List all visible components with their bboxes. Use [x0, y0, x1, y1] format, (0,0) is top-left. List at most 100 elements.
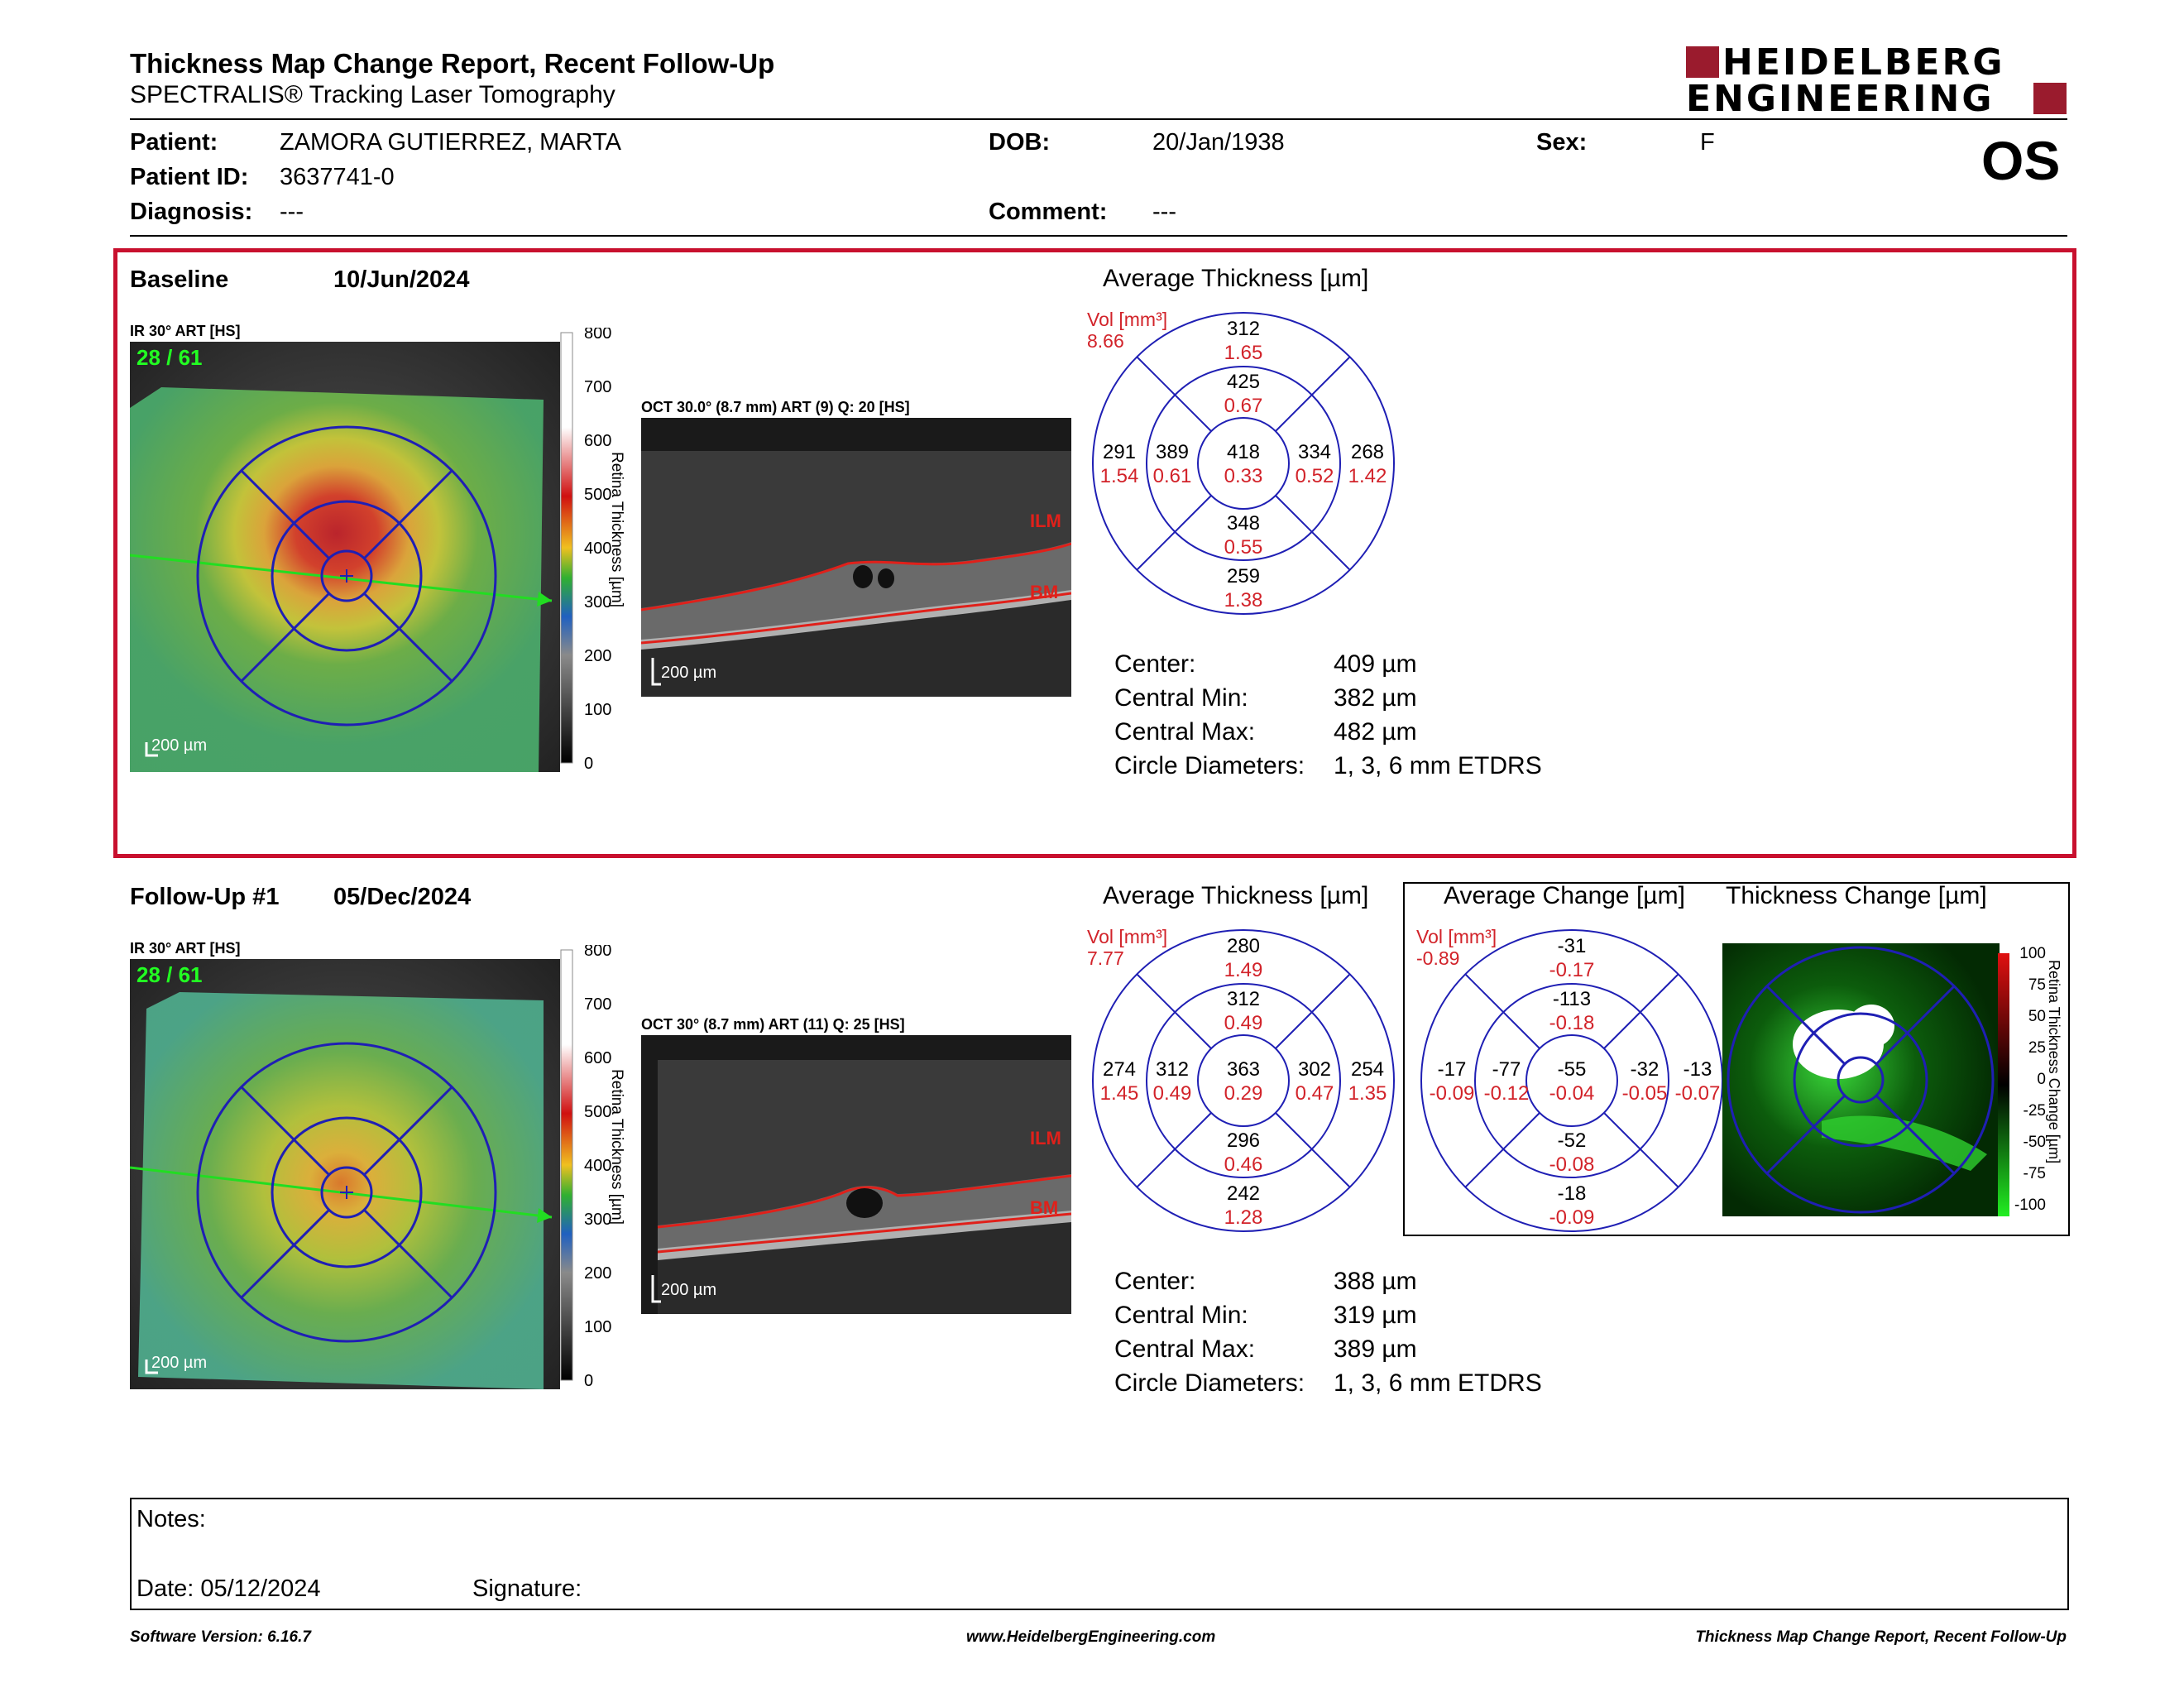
- dob-label: DOB:: [989, 129, 1051, 156]
- cbar-tick: 0: [584, 1372, 593, 1390]
- followup-circle-value: 1, 3, 6 mm ETDRS: [1334, 1369, 1542, 1397]
- followup-ir-label: IR 30° ART [HS]: [130, 940, 241, 957]
- cbar-tick: 800: [584, 945, 611, 960]
- patient-id-label: Patient ID:: [130, 164, 249, 190]
- cbar-tick: 0: [584, 755, 593, 773]
- sector-inner-left-thickness: 389: [1156, 441, 1189, 463]
- baseline-oct-scan: ILM BM 200 µm: [641, 418, 1071, 697]
- sector-outer-right-thickness: 254: [1351, 1058, 1384, 1081]
- sector-inner-bottom-volume: 0.55: [1224, 536, 1263, 559]
- change-outer-bottom-thickness: -18: [1558, 1182, 1587, 1205]
- report-subtitle: SPECTRALIS® Tracking Laser Tomography: [130, 81, 615, 108]
- sector-inner-bottom-thickness: 296: [1227, 1129, 1260, 1152]
- tc-tick: -50: [2024, 1134, 2046, 1151]
- sector-outer-top-volume: 1.49: [1224, 959, 1263, 981]
- followup-vol-label: Vol [mm³]: [1087, 926, 1167, 947]
- baseline-circle-value: 1, 3, 6 mm ETDRS: [1334, 752, 1542, 779]
- cbar-tick: 500: [584, 1103, 611, 1121]
- sector-outer-bottom-thickness: 242: [1227, 1182, 1260, 1205]
- cbar-tick: 500: [584, 486, 611, 504]
- tc-tick: 100: [2019, 945, 2046, 962]
- patient-divider: [130, 235, 2067, 237]
- baseline-max-value: 482 µm: [1334, 718, 1417, 746]
- footer-website: www.HeidelbergEngineering.com: [966, 1628, 1216, 1646]
- sex-value: F: [1700, 129, 1715, 156]
- diagnosis-value: ---: [280, 199, 304, 225]
- tc-tick: 25: [2028, 1039, 2046, 1057]
- baseline-vol-label: Vol [mm³]: [1087, 309, 1167, 330]
- tc-tick: -25: [2024, 1102, 2046, 1120]
- followup-vol-value: 7.77: [1087, 947, 1124, 969]
- tc-tick: 0: [2037, 1071, 2046, 1088]
- change-outer-right-thickness: -13: [1684, 1058, 1712, 1081]
- sector-center-volume: 0.29: [1224, 1082, 1263, 1105]
- baseline-oct-scalebar: 200 µm: [661, 664, 716, 682]
- cbar-tick: 100: [584, 1318, 611, 1336]
- baseline-vol-value: 8.66: [1087, 330, 1124, 352]
- notes-label: Notes:: [136, 1506, 206, 1532]
- change-outer-bottom-volume: -0.09: [1549, 1206, 1595, 1229]
- followup-center-value: 388 µm: [1334, 1268, 1417, 1295]
- followup-date: 05/Dec/2024: [333, 884, 472, 910]
- logo-square-top: [1686, 46, 1719, 78]
- baseline-oct-label: OCT 30.0° (8.7 mm) ART (9) Q: 20 [HS]: [641, 399, 910, 415]
- sector-outer-left-volume: 1.45: [1100, 1082, 1139, 1105]
- followup-max-label: Central Max:: [1114, 1336, 1256, 1363]
- followup-scalebar-label: 200 µm: [151, 1354, 207, 1372]
- baseline-colorbar: 800 700 600 500 400 300 200 100 0 Retina…: [560, 328, 625, 773]
- change-vol-label: Vol [mm³]: [1416, 926, 1497, 947]
- baseline-colorbar-title: Retina Thickness [µm]: [608, 452, 625, 607]
- change-inner-top-thickness: -113: [1553, 988, 1591, 1010]
- sector-outer-left-volume: 1.54: [1100, 465, 1139, 487]
- average-change-title: Average Change [µm]: [1444, 882, 1685, 909]
- sector-outer-bottom-thickness: 259: [1227, 565, 1260, 587]
- tc-tick: 75: [2028, 976, 2046, 994]
- dob-value: 20/Jan/1938: [1152, 129, 1285, 156]
- cbar-tick: 700: [584, 995, 611, 1014]
- average-change-grid: Vol [mm³] -0.89 -31 -0.17 -113 -0.18 -55…: [1416, 926, 1723, 1232]
- tc-tick: -100: [2014, 1196, 2046, 1214]
- followup-thickness-map: 28 / 61 200 µm: [130, 959, 560, 1389]
- baseline-thickness-map: 28 / 61 200 µm: [130, 342, 560, 772]
- sector-center-volume: 0.33: [1224, 465, 1263, 487]
- cbar-tick: 600: [584, 432, 611, 450]
- baseline-min-label: Central Min:: [1114, 684, 1248, 712]
- tc-tick: 50: [2028, 1008, 2046, 1025]
- followup-colorbar: 800 700 600 500 400 300 200 100 0 Retina…: [560, 945, 625, 1390]
- sector-inner-top-volume: 0.67: [1224, 395, 1263, 417]
- change-inner-top-volume: -0.18: [1549, 1012, 1595, 1034]
- baseline-center-label: Center:: [1114, 650, 1196, 678]
- change-outer-left-volume: -0.09: [1430, 1082, 1475, 1105]
- change-inner-right-thickness: -32: [1631, 1058, 1660, 1081]
- report-title: Thickness Map Change Report, Recent Foll…: [130, 48, 775, 79]
- change-outer-left-thickness: -17: [1438, 1058, 1467, 1081]
- sector-inner-left-volume: 0.49: [1153, 1082, 1192, 1105]
- followup-min-value: 319 µm: [1334, 1302, 1417, 1329]
- thickness-change-colorbar: 100 75 50 25 0 -25 -50 -75 -100 Retina T…: [1998, 945, 2062, 1216]
- change-inner-left-volume: -0.12: [1484, 1082, 1530, 1105]
- followup-oct-scan: ILM BM 200 µm: [641, 1035, 1071, 1314]
- patient-name: ZAMORA GUTIERREZ, MARTA: [280, 129, 622, 156]
- sector-outer-left-thickness: 291: [1103, 441, 1136, 463]
- eye-indicator: OS: [1981, 130, 2061, 191]
- sector-outer-top-thickness: 312: [1227, 318, 1260, 340]
- thickness-change-title: Thickness Change [µm]: [1726, 882, 1987, 909]
- sector-inner-left-volume: 0.61: [1153, 465, 1192, 487]
- sector-inner-right-thickness: 334: [1298, 441, 1331, 463]
- followup-etdrs-grid: Vol [mm³] 7.77 280 1.49 312 0.49 363 0.2…: [1087, 926, 1395, 1232]
- sector-inner-top-volume: 0.49: [1224, 1012, 1263, 1034]
- footer-software-version: Software Version: 6.16.7: [130, 1628, 311, 1646]
- change-center-volume: -0.04: [1549, 1082, 1595, 1105]
- followup-frame-counter: 28 / 61: [136, 962, 203, 987]
- baseline-min-value: 382 µm: [1334, 684, 1417, 712]
- sector-inner-top-thickness: 425: [1227, 371, 1260, 393]
- sector-inner-left-thickness: 312: [1156, 1058, 1189, 1081]
- sector-center-thickness: 363: [1227, 1058, 1260, 1081]
- followup-avg-title: Average Thickness [µm]: [1103, 882, 1369, 909]
- sector-outer-right-volume: 1.35: [1348, 1082, 1387, 1105]
- cbar-tick: 400: [584, 1157, 611, 1175]
- change-inner-left-thickness: -77: [1492, 1058, 1521, 1081]
- cbar-tick: 300: [584, 593, 611, 611]
- sector-inner-right-volume: 0.52: [1296, 465, 1334, 487]
- baseline-avg-title: Average Thickness [µm]: [1103, 265, 1369, 292]
